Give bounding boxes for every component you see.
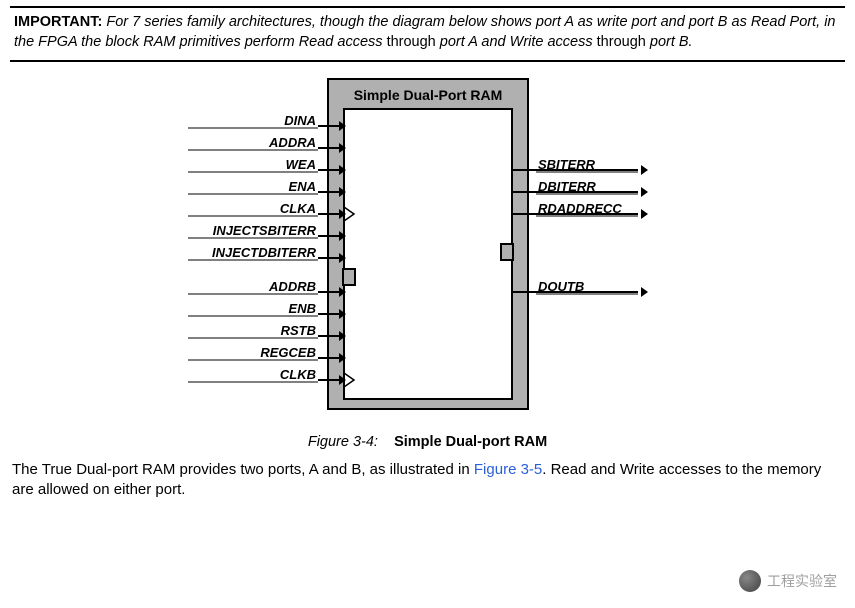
body-paragraph: The True Dual-port RAM provides two port…: [10, 460, 845, 501]
svg-text:ADDRA: ADDRA: [268, 135, 316, 150]
figure-title: Simple Dual-port RAM: [394, 434, 547, 450]
svg-text:DINA: DINA: [284, 113, 316, 128]
watermark-text: 工程实验室: [767, 571, 837, 591]
figure-link[interactable]: Figure 3-5: [474, 461, 542, 478]
svg-text:REGCEB: REGCEB: [260, 345, 316, 360]
dual-port-ram-diagram: Simple Dual-Port RAM DINA ADDRA WEA ENA CLKA I…: [158, 74, 698, 424]
svg-text:CLKB: CLKB: [279, 367, 315, 382]
svg-text:INJECTDBITERR: INJECTDBITERR: [211, 245, 316, 260]
svg-text:INJECTSBITERR: INJECTSBITERR: [212, 223, 316, 238]
svg-text:RSTB: RSTB: [280, 323, 315, 338]
diagram-container: Simple Dual-Port RAM DINA ADDRA WEA ENA CLKA I…: [10, 74, 845, 424]
figure-caption: Figure 3-4: Simple Dual-port RAM: [10, 434, 845, 450]
svg-text:DBITERR: DBITERR: [538, 179, 596, 194]
important-through-2: through: [597, 34, 646, 50]
important-portB: port B.: [650, 34, 693, 50]
svg-text:ENB: ENB: [288, 301, 315, 316]
svg-text:SBITERR: SBITERR: [538, 157, 596, 172]
svg-text:Simple Dual-Port RAM: Simple Dual-Port RAM: [353, 87, 502, 103]
watermark-icon: [739, 570, 761, 592]
svg-text:ADDRB: ADDRB: [268, 279, 316, 294]
svg-text:DOUTB: DOUTB: [538, 279, 584, 294]
svg-text:ENA: ENA: [288, 179, 315, 194]
figure-label: Figure 3-4:: [308, 434, 378, 450]
watermark: 工程实验室: [739, 570, 837, 592]
important-note: IMPORTANT: For 7 series family architect…: [10, 6, 845, 62]
body-pre: The True Dual-port RAM provides two port…: [12, 461, 474, 478]
important-through-1: through: [387, 34, 436, 50]
svg-text:WEA: WEA: [285, 157, 315, 172]
important-label: IMPORTANT:: [14, 14, 102, 30]
svg-text:RDADDRECC: RDADDRECC: [538, 201, 622, 216]
svg-text:CLKA: CLKA: [279, 201, 315, 216]
important-portA: port A and Write access: [440, 34, 597, 50]
